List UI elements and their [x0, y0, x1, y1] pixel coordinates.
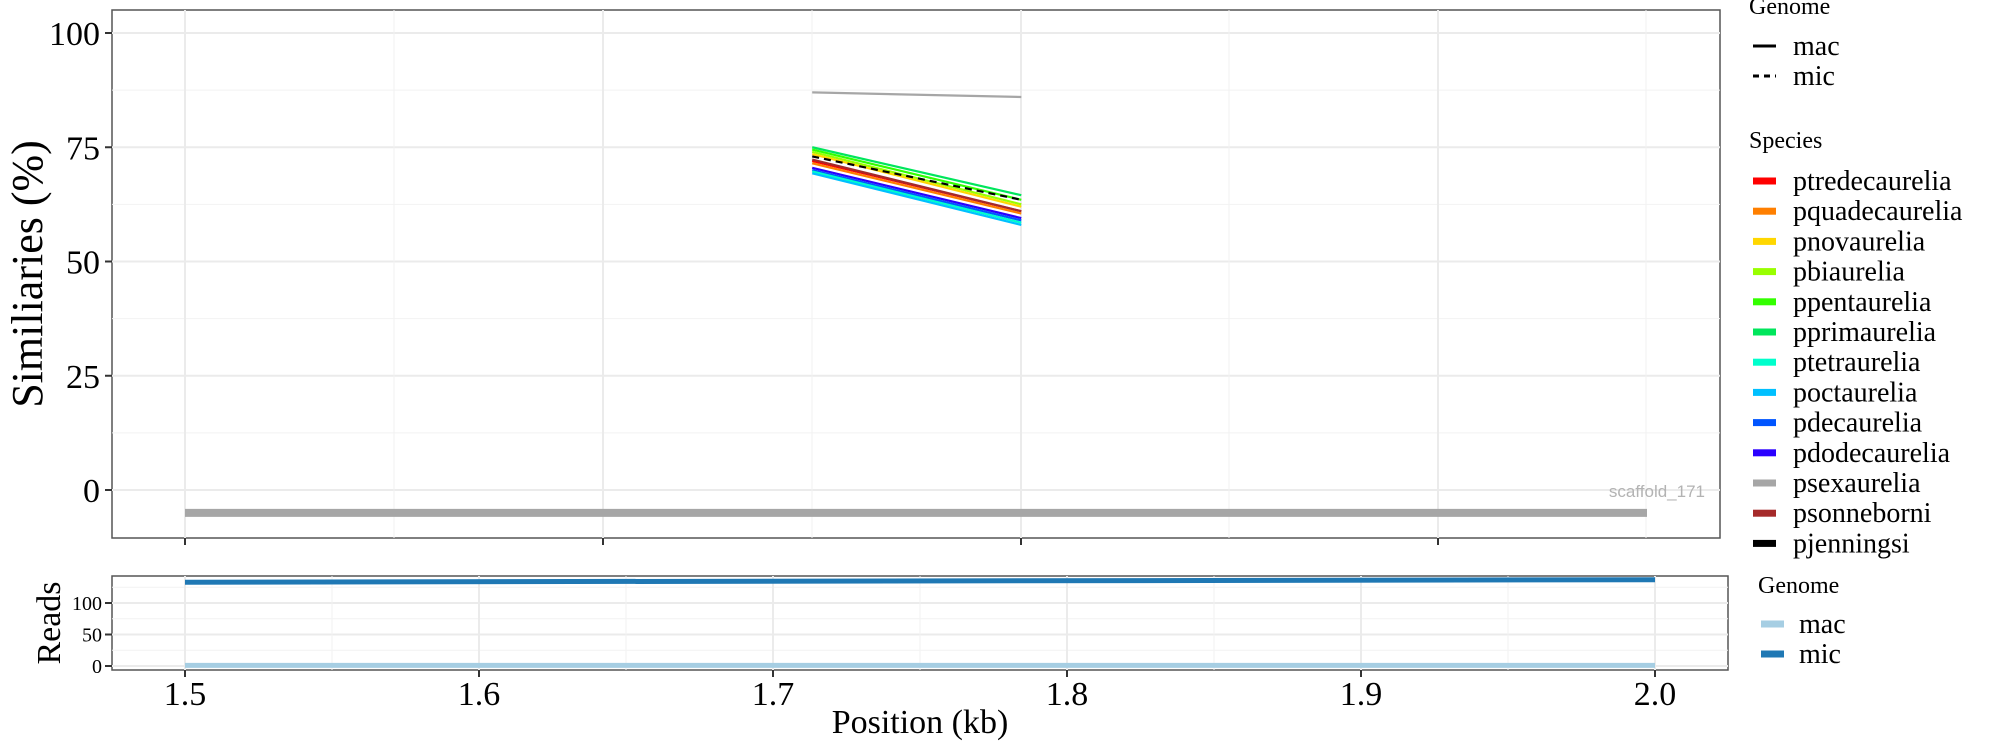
series-line-pprimaurelia: [811, 146, 1022, 197]
series-line-psexaurelia: [812, 91, 1022, 99]
x-axis-title: Position (kb): [832, 704, 1009, 741]
series-line-pbiaurelia: [811, 150, 1022, 206]
legend-key-psonneborni: [1753, 509, 1776, 517]
series-line-pquadecaurelia: [811, 162, 1022, 215]
y-tick-label: 100: [72, 593, 102, 615]
legend-label-pquadecaurelia: pquadecaurelia: [1793, 196, 1963, 227]
y-tick-label: 25: [66, 359, 100, 396]
similarity-x-ticks: [184, 538, 1439, 545]
similarity-y-axis-title: Similiaries (%): [3, 140, 52, 408]
reads-line-mic: [184, 577, 1656, 585]
legend-label-mac: mac: [1793, 31, 1840, 62]
series-line-psonneborni: [811, 158, 1022, 213]
legend-label-pprimaurelia: pprimaurelia: [1793, 317, 1937, 348]
legend-label-reads-mic: mic: [1799, 639, 1841, 670]
legend-key-ptredecaurelia: [1753, 177, 1776, 185]
legend-title-genome-reads: Genome: [1758, 573, 1839, 599]
legend-key-ptetraurelia: [1753, 358, 1776, 366]
x-tick-label: 1.9: [1340, 676, 1383, 713]
y-tick-label: 100: [49, 16, 100, 53]
reads-panel: 0 50 100 1.5 1.6 1.7 1.8 1.9 2.0 Reads Position…: [31, 575, 1729, 741]
legend-key-pbiaurelia: [1753, 268, 1776, 276]
legend-key-reads-mic: [1761, 650, 1784, 658]
series-line-ppentaurelia: [811, 148, 1022, 201]
reads-x-ticks: 1.5 1.6 1.7 1.8 1.9 2.0: [164, 670, 1677, 713]
legend-label-ptetraurelia: ptetraurelia: [1793, 347, 1921, 378]
legend-title-species: Species: [1749, 128, 1822, 154]
series-line-ptetraurelia: [811, 170, 1022, 224]
y-tick-label: 0: [92, 656, 102, 678]
reads-series: [184, 577, 1656, 668]
y-tick-label: 50: [82, 625, 102, 647]
legend-label-ppentaurelia: ppentaurelia: [1793, 287, 1932, 318]
similarity-y-ticks: 0 25 50 75 100: [49, 16, 112, 510]
legend-title-genome: Genome: [1749, 0, 1830, 20]
series-line-pdecaurelia: [811, 169, 1022, 222]
legend-key-pdodecaurelia: [1753, 449, 1776, 457]
x-tick-label: 1.6: [458, 676, 501, 713]
legend-label-mic: mic: [1793, 61, 1835, 92]
y-tick-label: 50: [66, 245, 100, 282]
similarity-panel-border: [111, 9, 1721, 539]
x-tick-label: 2.0: [1634, 676, 1677, 713]
x-tick-label: 1.8: [1046, 676, 1089, 713]
reads-y-axis-title: Reads: [31, 581, 68, 664]
legend-label-pbiaurelia: pbiaurelia: [1793, 257, 1906, 288]
legend-key-reads-mac: [1761, 620, 1784, 628]
reads-y-ticks: 0 50 100: [72, 593, 112, 678]
legend-key-poctaurelia: [1753, 388, 1776, 396]
legend-key-pnovaurelia: [1753, 237, 1776, 245]
legend-label-ptredecaurelia: ptredecaurelia: [1793, 166, 1952, 197]
legend-key-pjenningsi: [1753, 539, 1776, 547]
y-tick-label: 0: [83, 473, 100, 510]
legend-label-reads-mac: mac: [1799, 609, 1846, 640]
legend-label-psonneborni: psonneborni: [1793, 498, 1932, 529]
x-tick-label: 1.7: [752, 676, 795, 713]
similarity-panel: 0 25 50 75 100 scaffold_171 Similiaries (%): [3, 9, 1721, 545]
legend-label-pjenningsi: pjenningsi: [1793, 528, 1910, 559]
legend-key-pquadecaurelia: [1753, 207, 1776, 215]
y-tick-label: 75: [66, 130, 100, 167]
legend-label-pnovaurelia: pnovaurelia: [1793, 226, 1926, 257]
series-line-pdodecaurelia: [811, 166, 1022, 220]
similarity-grid: [112, 10, 1720, 538]
legend-label-psexaurelia: psexaurelia: [1793, 468, 1921, 499]
series-line-poctaurelia: [811, 172, 1022, 227]
scaffold-label: scaffold_171: [1609, 482, 1705, 501]
x-tick-label: 1.5: [164, 676, 207, 713]
legend-key-ppentaurelia: [1753, 298, 1776, 306]
legend-label-poctaurelia: poctaurelia: [1793, 377, 1918, 408]
legend-label-pdodecaurelia: pdodecaurelia: [1793, 438, 1951, 469]
legend-key-psexaurelia: [1753, 479, 1776, 487]
legend-key-pprimaurelia: [1753, 328, 1776, 336]
similarity-series: [185, 91, 1647, 517]
series-line-pnovaurelia: [811, 153, 1022, 208]
legend-label-pdecaurelia: pdecaurelia: [1793, 408, 1923, 439]
legend-key-pdecaurelia: [1753, 419, 1776, 427]
